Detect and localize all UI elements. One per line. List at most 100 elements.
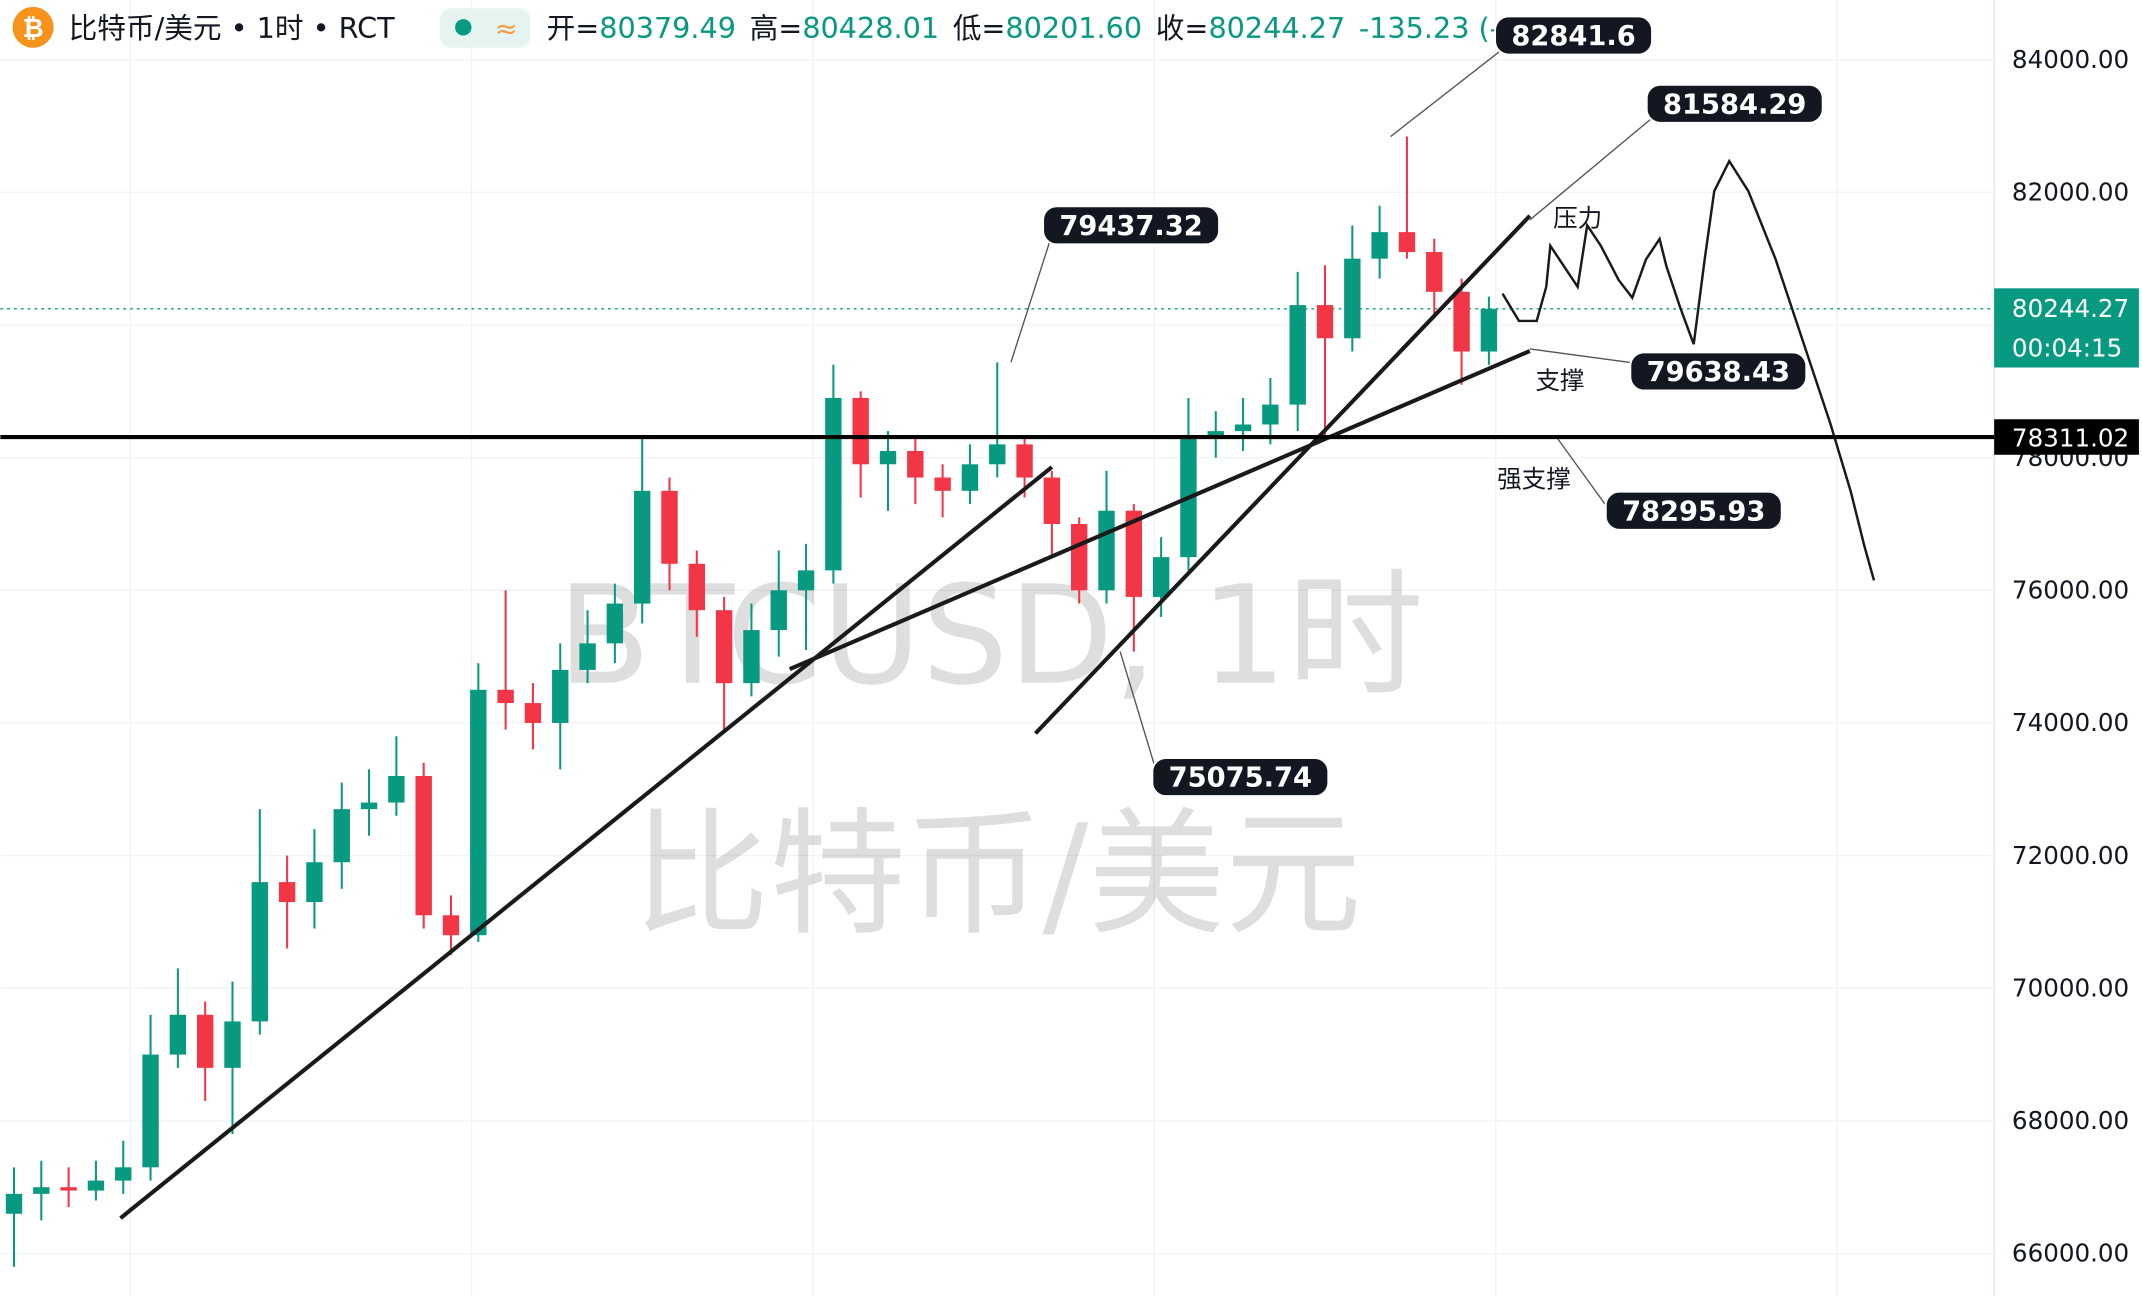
callout-box bbox=[1042, 205, 1221, 246]
candle-body bbox=[797, 570, 815, 591]
note: 压力 bbox=[1553, 204, 1602, 233]
countdown: 00:04:15 bbox=[2012, 334, 2122, 363]
y-tick-label: 84000.00 bbox=[2012, 45, 2129, 74]
value: 80379.49 bbox=[599, 11, 736, 45]
candles bbox=[5, 136, 1498, 1267]
logo bbox=[12, 6, 54, 48]
y-tick-label: 70000.00 bbox=[2012, 973, 2129, 1002]
callout-box bbox=[1493, 15, 1654, 56]
candle-body bbox=[1234, 424, 1252, 432]
projection-path bbox=[1501, 158, 1876, 581]
price-tag bbox=[1994, 419, 2139, 455]
y-tick-label: 76000.00 bbox=[2012, 575, 2129, 604]
candle-body bbox=[961, 464, 979, 491]
candle-body bbox=[1289, 305, 1306, 405]
candle-body bbox=[1125, 510, 1143, 597]
y-tick-label: 68000.00 bbox=[2012, 1106, 2129, 1135]
value: 80201.60 bbox=[1005, 11, 1142, 45]
candle-body bbox=[579, 643, 596, 670]
candle-body bbox=[743, 630, 760, 684]
candle-body bbox=[1043, 477, 1061, 524]
callout-leader bbox=[1390, 48, 1503, 138]
candle-body bbox=[1426, 252, 1443, 292]
label: 收= bbox=[1156, 11, 1209, 45]
candle-body bbox=[388, 776, 405, 803]
trend-line bbox=[788, 349, 1531, 672]
header: ₿ 比特币/美元 • 1时 • RCT ≈ 开=80379.49 高=80428.… bbox=[12, 6, 1603, 48]
candle-body bbox=[989, 444, 1006, 465]
callout-box bbox=[1151, 756, 1330, 798]
callout-leader bbox=[1010, 234, 1053, 363]
candle-body bbox=[770, 590, 787, 631]
status-icon: ≈ bbox=[495, 14, 518, 45]
candle-body bbox=[1316, 305, 1334, 339]
candle-body bbox=[1098, 510, 1115, 591]
callout-leader bbox=[1119, 651, 1155, 765]
candle-body bbox=[442, 915, 460, 936]
y-tick-label: 72000.00 bbox=[2012, 841, 2129, 870]
candle-body bbox=[1016, 444, 1033, 478]
candle-body bbox=[306, 862, 323, 903]
callout-box bbox=[1629, 351, 1808, 392]
drawings bbox=[119, 158, 1876, 1220]
candle-body bbox=[497, 689, 514, 704]
callout-leader bbox=[1529, 348, 1637, 364]
candle-body bbox=[633, 490, 651, 604]
candle-body bbox=[879, 451, 897, 465]
status-dot bbox=[455, 19, 472, 36]
label: 开= bbox=[547, 11, 600, 45]
candle-body bbox=[907, 451, 924, 478]
candle-body bbox=[1071, 523, 1088, 591]
watermark: 比特币/美元 bbox=[633, 796, 1362, 955]
trend-line bbox=[1034, 214, 1532, 735]
candle-body bbox=[688, 563, 706, 611]
candle-body bbox=[934, 477, 951, 491]
note: 支撑 bbox=[1535, 366, 1584, 395]
candle-body bbox=[115, 1167, 132, 1181]
logo-icon: ₿ bbox=[23, 14, 44, 44]
y-tick-label: 74000.00 bbox=[2012, 708, 2129, 737]
callout-label: 81584.29 bbox=[1663, 89, 1806, 120]
candle-body bbox=[5, 1193, 23, 1214]
callout-label: 79638.43 bbox=[1647, 357, 1790, 388]
callout-label: 79437.32 bbox=[1059, 211, 1202, 242]
value: 80244.27 bbox=[1208, 11, 1345, 45]
candle-body bbox=[1344, 258, 1361, 339]
value: 80428.01 bbox=[802, 11, 939, 45]
status-pill bbox=[440, 8, 531, 48]
y-tick-label: 82000.00 bbox=[2012, 178, 2129, 207]
candle-body bbox=[661, 490, 678, 564]
label: 低= bbox=[953, 11, 1006, 45]
price-tag-label: 78311.02 bbox=[2012, 424, 2129, 453]
callout-box bbox=[1645, 83, 1824, 124]
ohlc: 开=80379.49 高=80428.01 低=80201.60 收=80244.27… bbox=[547, 11, 1603, 45]
candle-body bbox=[1453, 291, 1470, 352]
candle-body bbox=[196, 1014, 214, 1068]
annotation-boxes: 82841.6 81584.29 79437.32 79638.43 75075.74 7… bbox=[1042, 15, 1824, 798]
candle-body bbox=[1371, 232, 1388, 259]
trend-line bbox=[119, 465, 1054, 1220]
annotations bbox=[1010, 48, 1654, 765]
candle-body bbox=[1152, 557, 1170, 597]
price-tag bbox=[1994, 288, 2139, 368]
callout-leader bbox=[1529, 116, 1654, 221]
candle-body bbox=[87, 1180, 105, 1191]
candle-body bbox=[852, 397, 869, 465]
candle-body bbox=[552, 669, 569, 723]
candle-body bbox=[333, 809, 350, 863]
y-tick-label: 66000.00 bbox=[2012, 1239, 2129, 1268]
candle-body bbox=[470, 689, 487, 936]
candle-body bbox=[825, 397, 842, 571]
candle-body bbox=[1262, 404, 1279, 425]
candle-body bbox=[606, 603, 624, 644]
candle-body bbox=[1207, 431, 1224, 438]
callout-leader bbox=[1556, 437, 1613, 514]
candle-body bbox=[715, 610, 733, 684]
callout-label: 75075.74 bbox=[1169, 763, 1312, 794]
candle-body bbox=[169, 1014, 187, 1055]
candle-body bbox=[33, 1187, 50, 1194]
candle-body bbox=[224, 1021, 241, 1068]
candle-body bbox=[360, 802, 378, 810]
symbol: 比特币/美元 • 1时 • RCT bbox=[69, 11, 396, 45]
